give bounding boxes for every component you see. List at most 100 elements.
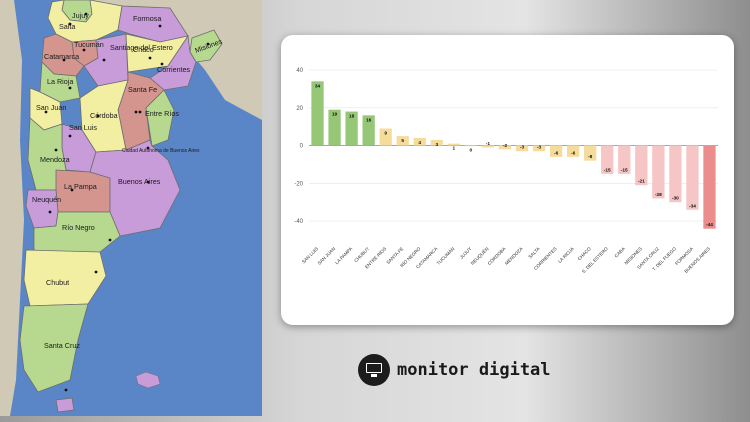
argentina-map: Salta Jujuy Formosa Misiones Tucumán San… xyxy=(0,0,262,416)
data-label: 16 xyxy=(366,117,372,123)
data-label: -21 xyxy=(638,179,645,185)
brand-name: monitor digital xyxy=(397,360,551,380)
label-caba: Ciudad Autónoma de Buenos Aires xyxy=(122,148,200,154)
label-salta: Salta xyxy=(59,22,75,31)
capital-dots xyxy=(44,12,210,392)
label-corrientes: Corrientes xyxy=(157,65,191,74)
province-buenosaires xyxy=(89,139,181,237)
label-sanjuan: San Juan xyxy=(36,103,66,112)
data-label: 18 xyxy=(349,114,355,120)
neighbour-land xyxy=(60,0,262,120)
data-label: -44 xyxy=(706,222,713,228)
bar xyxy=(328,109,341,146)
bar xyxy=(311,81,324,146)
data-label: -1 xyxy=(486,141,491,147)
label-lapampa: La Pampa xyxy=(64,182,97,191)
bar xyxy=(379,128,392,146)
bar xyxy=(703,145,716,229)
data-label: 3 xyxy=(435,142,438,148)
category-label: JUJUY xyxy=(459,246,473,260)
y-tick-label: -20 xyxy=(294,181,303,187)
province-entrerios xyxy=(145,89,175,147)
bar xyxy=(481,145,495,148)
data-label: 0 xyxy=(470,148,473,154)
label-larioja: La Rioja xyxy=(47,77,73,86)
bar xyxy=(567,145,580,157)
category-label: LA RIOJA xyxy=(557,246,575,264)
label-chubut: Chubut xyxy=(46,278,69,287)
data-label: 9 xyxy=(384,131,387,137)
bar xyxy=(430,139,443,146)
bar xyxy=(549,145,563,157)
category-label: CABA xyxy=(614,246,627,259)
bar xyxy=(345,111,358,146)
y-tick-label: 40 xyxy=(296,68,303,74)
bar xyxy=(618,145,631,174)
bar xyxy=(601,145,614,174)
chile-land xyxy=(0,0,24,416)
data-label: -30 xyxy=(672,196,679,202)
category-label: TUCUMÁN xyxy=(435,245,455,265)
label-neuquen: Neuquén xyxy=(32,195,61,204)
label-jujuy: Jujuy xyxy=(72,11,89,20)
data-label: 1 xyxy=(453,146,456,152)
label-santacruz: Santa Cruz xyxy=(44,341,80,350)
data-label: -3 xyxy=(520,145,525,151)
data-label: -2 xyxy=(503,143,508,149)
bar xyxy=(413,138,426,146)
bar xyxy=(362,115,375,146)
y-tick-label: 0 xyxy=(300,144,304,150)
bar xyxy=(584,145,597,161)
bar xyxy=(669,145,682,203)
label-tucuman: Tucumán xyxy=(74,40,104,49)
bar xyxy=(532,145,546,152)
data-label: -15 xyxy=(604,167,611,173)
bar xyxy=(447,143,460,146)
category-label: LA PAMPA xyxy=(334,246,354,266)
data-label: -6 xyxy=(554,150,559,156)
category-label: SAN JUAN xyxy=(317,246,337,266)
data-label: -28 xyxy=(655,192,662,198)
category-label: CHACO xyxy=(577,246,593,262)
bar xyxy=(635,145,648,186)
label-catamarca: Catamarca xyxy=(44,52,79,61)
malvinas-islands xyxy=(135,371,161,389)
data-label: -3 xyxy=(537,145,542,151)
data-label: 19 xyxy=(332,112,338,118)
brand: monitor digital xyxy=(358,353,551,387)
label-sanluis: San Luis xyxy=(69,123,97,132)
label-santafe: Santa Fe xyxy=(128,85,157,94)
category-label: SALTA xyxy=(527,246,541,260)
label-rionegro: Río Negro xyxy=(62,223,95,232)
bar xyxy=(396,136,409,146)
province-tierradelfuego xyxy=(55,397,75,413)
data-label: -6 xyxy=(571,150,576,156)
data-label: -8 xyxy=(588,154,593,160)
data-label: -34 xyxy=(689,203,696,209)
category-label: CHUBUT xyxy=(353,246,370,263)
label-cordoba: Córdoba xyxy=(90,111,118,120)
data-label: 4 xyxy=(418,140,421,146)
data-label: 5 xyxy=(401,138,404,144)
label-formosa: Formosa xyxy=(133,14,161,23)
label-mendoza: Mendoza xyxy=(40,155,70,164)
chart-card: 40 20 0 -20 -40 34 SAN LUIS 19 SAN JUAN 18 LA PAM… xyxy=(281,35,734,325)
label-buenosaires: Buenos Aires xyxy=(118,177,161,186)
label-chaco: Chaco xyxy=(133,45,154,54)
data-label: 34 xyxy=(315,83,321,89)
y-tick-label: 20 xyxy=(296,106,303,112)
bar xyxy=(652,145,665,199)
bar xyxy=(464,145,478,147)
category-label: MENDOZA xyxy=(504,246,524,266)
bar xyxy=(515,145,529,152)
data-label: -15 xyxy=(621,167,628,173)
y-tick-label: -40 xyxy=(294,219,303,225)
bar xyxy=(498,145,512,150)
bar xyxy=(686,145,699,210)
label-santiago: Santiago del Estero xyxy=(110,43,173,52)
province-lapampa xyxy=(55,169,111,213)
monitor-icon xyxy=(358,354,390,386)
